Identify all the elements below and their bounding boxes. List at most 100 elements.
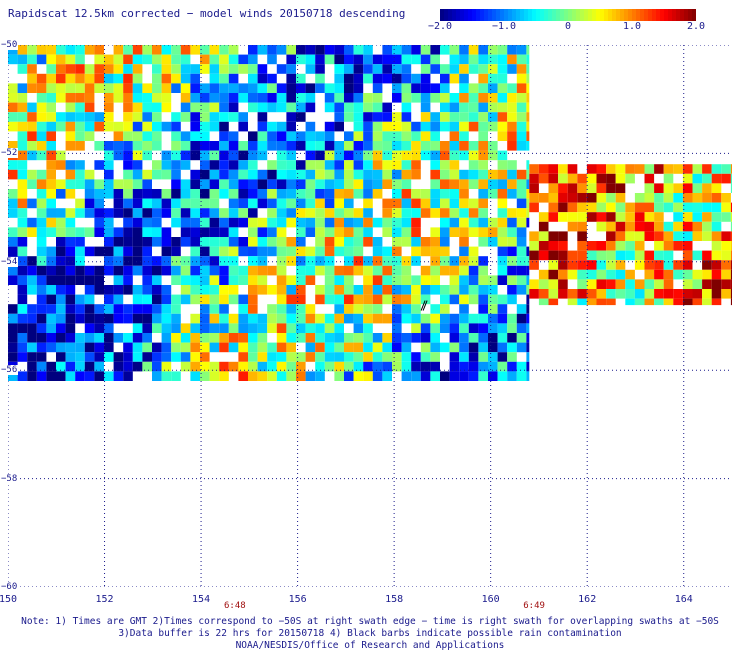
wind-difference-cell — [526, 371, 530, 381]
wind-difference-cell — [478, 371, 488, 381]
wind-difference-cell — [721, 250, 731, 261]
wind-difference-cell — [654, 193, 664, 203]
wind-difference-cell — [94, 83, 104, 93]
wind-difference-cell — [180, 112, 191, 122]
wind-difference-cell — [401, 64, 412, 74]
wind-difference-cell — [411, 189, 421, 199]
wind-difference-cell — [113, 313, 124, 324]
colorbar-step — [612, 9, 617, 21]
wind-difference-cell — [363, 102, 373, 113]
wind-difference-cell — [644, 212, 655, 222]
wind-difference-cell — [113, 83, 124, 93]
wind-difference-cell — [324, 352, 335, 362]
wind-difference-cell — [228, 265, 239, 276]
wind-difference-cell — [702, 164, 712, 174]
wind-difference-cell — [440, 64, 450, 74]
wind-difference-cell — [296, 323, 306, 333]
colorbar-step — [500, 9, 505, 21]
wind-difference-cell — [75, 265, 85, 276]
wind-difference-cell — [238, 333, 248, 343]
wind-difference-cell — [65, 227, 76, 237]
wind-difference-cell — [315, 256, 325, 266]
wind-difference-cell — [161, 150, 172, 161]
wind-difference-cell — [142, 256, 152, 266]
wind-difference-cell — [238, 54, 248, 65]
wind-difference-cell — [392, 361, 402, 372]
wind-difference-cell — [94, 208, 104, 218]
wind-difference-cell — [478, 237, 488, 247]
wind-difference-cell — [411, 45, 421, 55]
wind-difference-cell — [353, 256, 364, 266]
wind-difference-cell — [516, 73, 527, 84]
wind-difference-cell — [324, 217, 335, 228]
wind-difference-cell — [56, 45, 66, 55]
colorbar-step — [440, 9, 445, 21]
wind-difference-cell — [219, 73, 229, 84]
wind-difference-cell — [257, 179, 268, 189]
wind-difference-cell — [8, 141, 18, 151]
wind-difference-cell — [625, 231, 635, 241]
wind-difference-cell — [286, 64, 296, 74]
wind-difference-cell — [276, 121, 287, 132]
wind-difference-cell — [459, 73, 469, 84]
wind-difference-cell — [94, 333, 104, 343]
wind-difference-cell — [75, 237, 85, 247]
colorbar-step — [528, 9, 533, 21]
wind-difference-cell — [46, 73, 56, 84]
wind-difference-cell — [567, 298, 578, 306]
wind-difference-cell — [392, 64, 402, 74]
wind-difference-cell — [56, 352, 66, 362]
wind-difference-cell — [497, 160, 508, 170]
colorbar-step — [476, 9, 481, 21]
wind-difference-cell — [315, 342, 325, 353]
wind-difference-cell — [296, 352, 306, 362]
wind-difference-cell — [65, 131, 76, 141]
wind-difference-cell — [238, 208, 248, 218]
wind-difference-cell — [123, 198, 133, 209]
wind-difference-cell — [634, 298, 645, 306]
wind-difference-cell — [634, 221, 645, 232]
wind-difference-cell — [692, 289, 703, 299]
wind-difference-cell — [673, 164, 683, 174]
wind-difference-cell — [257, 150, 268, 161]
wind-difference-cell — [46, 121, 56, 132]
wind-difference-cell — [497, 150, 508, 161]
wind-difference-cell — [615, 269, 626, 280]
wind-difference-cell — [529, 241, 539, 251]
wind-difference-cell — [248, 179, 258, 189]
wind-difference-cell — [65, 285, 76, 295]
wind-difference-cell — [171, 342, 181, 353]
wind-difference-cell — [372, 313, 383, 324]
wind-difference-cell — [94, 121, 104, 132]
wind-difference-cell — [353, 112, 364, 122]
wind-difference-cell — [596, 289, 607, 299]
wind-difference-cell — [596, 221, 607, 232]
wind-difference-cell — [459, 352, 469, 362]
wind-difference-cell — [113, 198, 124, 209]
wind-difference-cell — [372, 275, 383, 285]
wind-difference-cell — [286, 112, 296, 122]
footer-note-2: 3)Data buffer is 22 hrs for 20150718 4) … — [118, 628, 622, 639]
wind-difference-cell — [123, 179, 133, 189]
wind-difference-cell — [228, 208, 239, 218]
wind-difference-cell — [411, 304, 421, 314]
wind-difference-cell — [180, 73, 191, 84]
wind-difference-cell — [238, 189, 248, 199]
wind-difference-cell — [190, 256, 200, 266]
wind-difference-cell — [558, 173, 568, 184]
wind-difference-cell — [228, 102, 239, 113]
wind-difference-cell — [171, 112, 181, 122]
wind-difference-cell — [586, 193, 597, 203]
wind-difference-cell — [353, 371, 364, 381]
wind-difference-cell — [267, 131, 277, 141]
wind-difference-cell — [200, 304, 210, 314]
wind-difference-cell — [526, 333, 530, 343]
wind-difference-cell — [663, 173, 674, 184]
wind-difference-cell — [401, 304, 412, 314]
wind-difference-cell — [392, 246, 402, 257]
wind-difference-cell — [296, 313, 306, 324]
wind-difference-cell — [17, 246, 28, 257]
wind-difference-cell — [459, 150, 469, 161]
wind-difference-cell — [161, 160, 172, 170]
wind-difference-cell — [296, 45, 306, 55]
